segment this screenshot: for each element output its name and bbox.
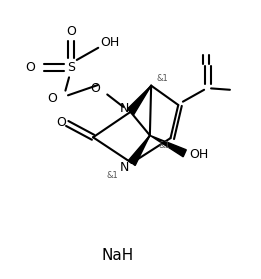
Polygon shape — [150, 135, 186, 157]
Polygon shape — [128, 135, 150, 165]
Text: OH: OH — [189, 148, 209, 161]
Text: O: O — [66, 25, 76, 38]
Text: O: O — [56, 116, 66, 129]
Text: NaH: NaH — [102, 248, 134, 263]
Text: &1: &1 — [106, 171, 118, 180]
Text: OH: OH — [100, 36, 120, 49]
Text: N: N — [119, 102, 129, 115]
Text: O: O — [47, 92, 57, 105]
Text: O: O — [91, 82, 100, 95]
Text: &1: &1 — [157, 74, 169, 83]
Text: S: S — [67, 61, 75, 74]
Text: &1: &1 — [158, 141, 170, 150]
Text: N: N — [119, 162, 129, 174]
Polygon shape — [127, 86, 151, 115]
Text: O: O — [25, 61, 35, 74]
